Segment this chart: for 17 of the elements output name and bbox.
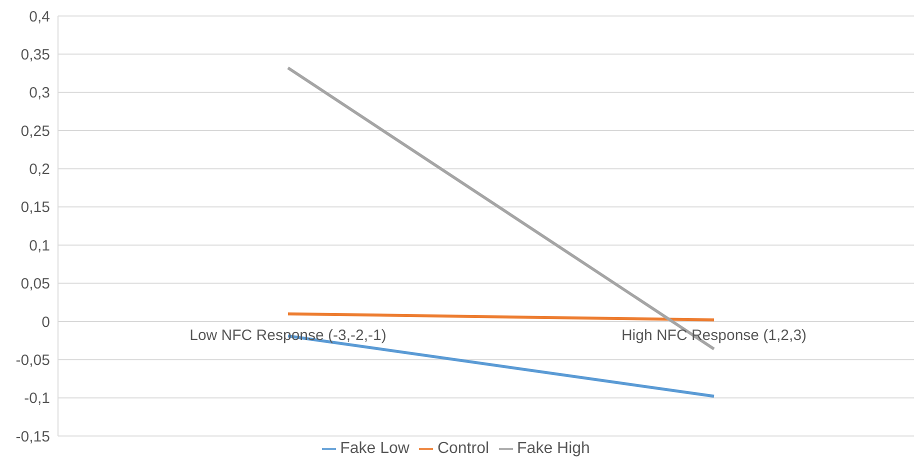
y-tick-label: 0,15: [20, 199, 50, 216]
legend-label: Fake Low: [340, 440, 410, 457]
y-tick-label: -0,05: [16, 352, 50, 369]
y-tick-label: 0,25: [20, 122, 50, 140]
y-tick-label: 0,1: [29, 237, 50, 254]
y-tick-label: 0,05: [20, 276, 50, 293]
x-tick-label: Low NFC Response (-3,-2,-1): [190, 327, 386, 344]
x-tick-label: High NFC Response (1,2,3): [621, 327, 807, 344]
legend-label: Fake High: [517, 440, 590, 457]
y-tick-label: 0: [42, 314, 50, 331]
y-tick-label: 0,2: [29, 161, 50, 178]
legend-label: Control: [437, 440, 490, 457]
y-tick-label: -0,15: [16, 428, 50, 446]
y-tick-label: 0,3: [29, 84, 50, 102]
y-tick-label: 0,35: [20, 46, 50, 64]
y-tick-label: 0,4: [29, 8, 50, 26]
y-tick-label: -0,1: [24, 390, 50, 408]
